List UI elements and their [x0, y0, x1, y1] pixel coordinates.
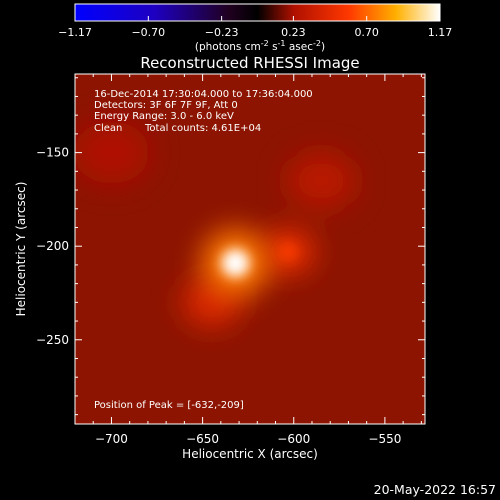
x-tick-label: −550: [368, 432, 401, 446]
y-tick-label: −250: [36, 333, 69, 347]
colorbar-gradient: [74, 3, 441, 22]
colorbar-tick-label: −1.17: [58, 26, 92, 39]
y-tick-label: −200: [36, 239, 69, 253]
x-tick-label: −700: [95, 432, 128, 446]
colorbar-ticks: −1.17 −0.70 −0.23 0.23 0.70 1.17: [58, 16, 452, 39]
colorbar-tick-label: −0.23: [205, 26, 239, 39]
plot-frame: [74, 73, 426, 425]
x-axis-label: Heliocentric X (arcsec): [182, 447, 318, 461]
plot-area: −700 −650 −600 −550 −150 −200 −250: [36, 73, 426, 446]
colorbar-units: (photons cm-2 s-1 asec-2): [195, 39, 325, 53]
secondary-source: [280, 243, 297, 260]
x-tick-label: −600: [277, 432, 310, 446]
colorbar: −1.17 −0.70 −0.23 0.23 0.70 1.17 (photons cm-…: [58, 3, 452, 53]
peak-position-label: Position of Peak = [-632,-209]: [94, 400, 244, 411]
info-block: 16-Dec-2014 17:30:04.000 to 17:36:04.000…: [94, 89, 313, 134]
chart-title: Reconstructed RHESSI Image: [140, 54, 359, 72]
y-axis-label: Heliocentric Y (arcsec): [14, 182, 28, 317]
colorbar-tick-label: 1.17: [428, 26, 453, 39]
timestamp: 20-May-2022 16:57: [374, 482, 496, 497]
source-blob: [75, 121, 150, 184]
colorbar-tick-label: 0.23: [281, 26, 306, 39]
info-energy: Energy Range: 3.0 - 6.0 keV: [94, 111, 234, 122]
info-method: Clean: [94, 123, 122, 134]
peak-core: [221, 249, 250, 278]
axis-ticks: −700 −650 −600 −550 −150 −200 −250: [36, 74, 425, 446]
image-layer: [75, 121, 356, 328]
info-detectors: Detectors: 3F 6F 7F 9F, Att 0: [94, 100, 238, 111]
colorbar-tick-label: −0.70: [131, 26, 165, 39]
source-blob: [287, 152, 356, 209]
info-counts: Total counts: 4.61E+04: [144, 123, 261, 134]
y-tick-label: −150: [36, 146, 69, 160]
info-time: 16-Dec-2014 17:30:04.000 to 17:36:04.000: [94, 89, 313, 100]
colorbar-tick-label: 0.70: [354, 26, 379, 39]
x-tick-label: −650: [186, 432, 219, 446]
